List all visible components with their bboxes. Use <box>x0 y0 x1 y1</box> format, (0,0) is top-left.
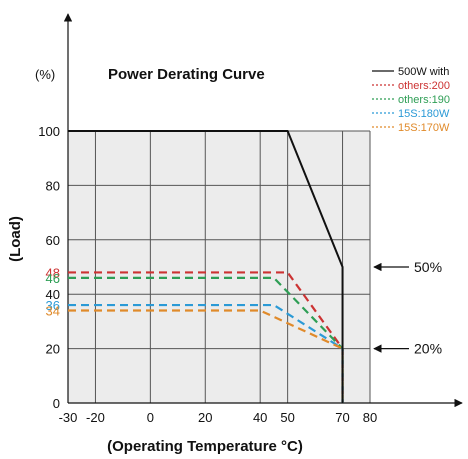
annotation-label: 20% <box>414 341 442 357</box>
x-axis-title: (Operating Temperature °C) <box>107 438 303 455</box>
x-tick-label: 0 <box>147 410 154 425</box>
value-label: 34 <box>46 304 60 319</box>
annotations: 50% 20% <box>373 259 442 357</box>
x-tick-label: -30 <box>59 410 78 425</box>
legend-label: 15S:170W <box>398 122 450 134</box>
series-line <box>68 130 344 403</box>
y-tick-label: 60 <box>46 233 60 248</box>
value-label: 46 <box>46 271 60 286</box>
legend-label: 500W with <box>398 66 449 78</box>
value-label: 36 <box>46 298 60 313</box>
x-tick-label: 70 <box>335 410 349 425</box>
series-line <box>68 309 344 403</box>
x-tick-label: -20 <box>86 410 105 425</box>
axes <box>63 13 463 408</box>
x-tick-label: 80 <box>363 410 377 425</box>
value-label: 48 <box>46 265 60 280</box>
tick-labels: -30 -20 0 20 40 50 70 80 0 20 40 60 80 100 <box>38 124 377 425</box>
legend-label: 15S:180W <box>398 108 450 120</box>
y-tick-label: 20 <box>46 342 60 357</box>
series-lines <box>68 130 344 403</box>
y-axis-title: (Load) <box>7 216 24 262</box>
x-tick-label: 40 <box>253 410 267 425</box>
plot-area-background <box>68 131 370 403</box>
chart-title: Power Derating Curve <box>108 66 265 83</box>
x-tick-label: 20 <box>198 410 212 425</box>
y-tick-label: 100 <box>38 124 60 139</box>
legend-label: others:200 <box>398 80 450 92</box>
y-unit-label: (%) <box>35 67 55 82</box>
y-tick-label: 40 <box>46 287 60 302</box>
y-tick-label: 80 <box>46 178 60 193</box>
y-tick-label: 0 <box>53 396 60 411</box>
legend-label: others:190 <box>398 94 450 106</box>
annotation-label: 50% <box>414 259 442 275</box>
legend: 500W with others:200 others:190 15S:180W 15S… <box>372 66 450 134</box>
x-tick-label: 50 <box>280 410 294 425</box>
